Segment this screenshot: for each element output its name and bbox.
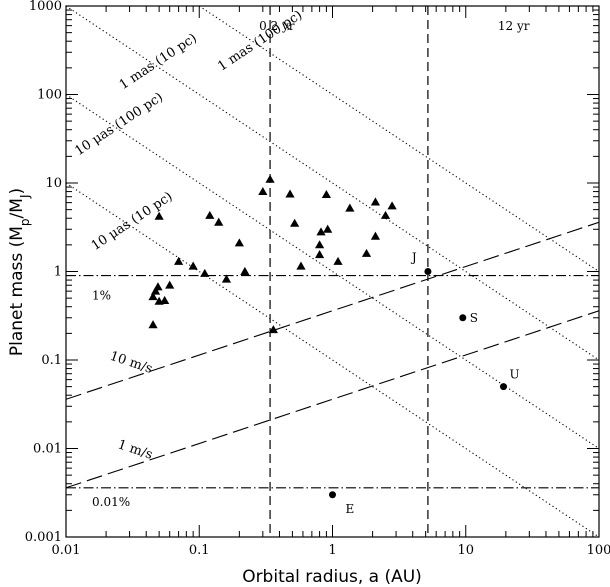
x-tick-label: 10 bbox=[457, 543, 474, 558]
exoplanet-marker bbox=[265, 174, 275, 183]
period-label: 12 yr bbox=[498, 19, 530, 33]
solar-planet-marker bbox=[499, 383, 507, 391]
solar-planet-label: U bbox=[509, 368, 519, 382]
exoplanet-marker bbox=[150, 286, 161, 295]
exoplanet-marker bbox=[214, 217, 224, 226]
solar-planet-label: E bbox=[346, 502, 355, 516]
solar-planet-marker bbox=[424, 268, 432, 275]
reference-lines bbox=[66, 6, 599, 537]
x-tick-label: 1 bbox=[328, 543, 336, 558]
exoplanet-marker bbox=[361, 248, 372, 257]
astrometry-line bbox=[66, 6, 599, 361]
exoplanet-marker bbox=[285, 189, 295, 198]
x-tick-label: 0.1 bbox=[189, 543, 210, 558]
solar-planet-marker bbox=[459, 314, 467, 322]
exoplanet-marker bbox=[160, 295, 170, 304]
exoplanet-marker bbox=[314, 250, 325, 259]
threshold-label: 0.01% bbox=[92, 495, 130, 509]
rv-line bbox=[66, 310, 599, 489]
period-label: 0.2 yr bbox=[259, 19, 295, 33]
x-tick-label: 0.01 bbox=[52, 543, 81, 558]
exoplanet-marker bbox=[154, 211, 164, 220]
astrometry-line bbox=[66, 94, 599, 449]
exoplanet-marker bbox=[240, 266, 250, 275]
astrometry-label: 1 mas (100 pc) bbox=[215, 8, 305, 75]
exoplanet-marker bbox=[148, 320, 158, 329]
y-tick-label: 0.01 bbox=[33, 442, 62, 457]
exoplanet-marker bbox=[174, 256, 184, 265]
exoplanet-marker bbox=[148, 292, 158, 301]
exoplanet-marker bbox=[200, 268, 210, 277]
exoplanet-marker bbox=[316, 227, 326, 236]
exoplanet-marker bbox=[345, 203, 355, 212]
solar-planet-label: J bbox=[410, 251, 417, 265]
exoplanet-marker bbox=[321, 189, 332, 199]
exoplanet-marker bbox=[205, 210, 215, 219]
astrometry-label: 10 μas (100 pc) bbox=[72, 90, 166, 159]
solar-planet-label: S bbox=[470, 311, 478, 325]
y-tick-label: 1 bbox=[54, 265, 62, 280]
exoplanet-marker bbox=[370, 231, 381, 240]
exoplanet-marker bbox=[370, 197, 381, 206]
astrometry-line bbox=[198, 6, 599, 272]
rv-line bbox=[66, 221, 599, 400]
exoplanet-marker bbox=[380, 210, 391, 219]
data-marks bbox=[148, 174, 507, 499]
y-tick-label: 1000 bbox=[29, 0, 62, 14]
exoplanet-marker bbox=[234, 238, 244, 247]
exoplanet-marker bbox=[333, 256, 343, 265]
exoplanet-marker bbox=[314, 240, 325, 249]
astrometry-label: 1 mas (10 pc) bbox=[117, 31, 200, 93]
y-tick-label: 0.1 bbox=[41, 353, 62, 368]
y-tick-label: 10 bbox=[45, 176, 62, 191]
exoplanet-marker bbox=[165, 280, 175, 289]
exoplanet-marker bbox=[387, 201, 397, 210]
axis-ticks bbox=[65, 5, 600, 538]
exoplanet-marker bbox=[296, 261, 306, 270]
y-axis-title: Planet mass (Mp/MJ) bbox=[7, 188, 32, 356]
exoplanet-marker bbox=[258, 186, 268, 196]
threshold-label: 1% bbox=[92, 289, 111, 303]
x-axis-title: Orbital radius, a (AU) bbox=[242, 567, 422, 587]
exoplanet-marker bbox=[188, 261, 198, 270]
rv-label: 10 m/s bbox=[108, 349, 155, 377]
y-tick-label: 100 bbox=[37, 88, 62, 103]
exoplanet-marker bbox=[323, 224, 333, 233]
exoplanet-marker bbox=[221, 274, 232, 283]
exoplanet-marker bbox=[290, 218, 300, 227]
astrometry-label: 10 μas (10 pc) bbox=[89, 189, 176, 254]
exoplanet-marker bbox=[153, 282, 163, 291]
exoplanet-marker bbox=[268, 325, 278, 334]
x-tick-label: 100 bbox=[587, 543, 610, 558]
y-tick-label: 0.001 bbox=[25, 530, 62, 545]
solar-planet-marker bbox=[329, 491, 336, 499]
rv-label: 1 m/s bbox=[116, 437, 155, 463]
